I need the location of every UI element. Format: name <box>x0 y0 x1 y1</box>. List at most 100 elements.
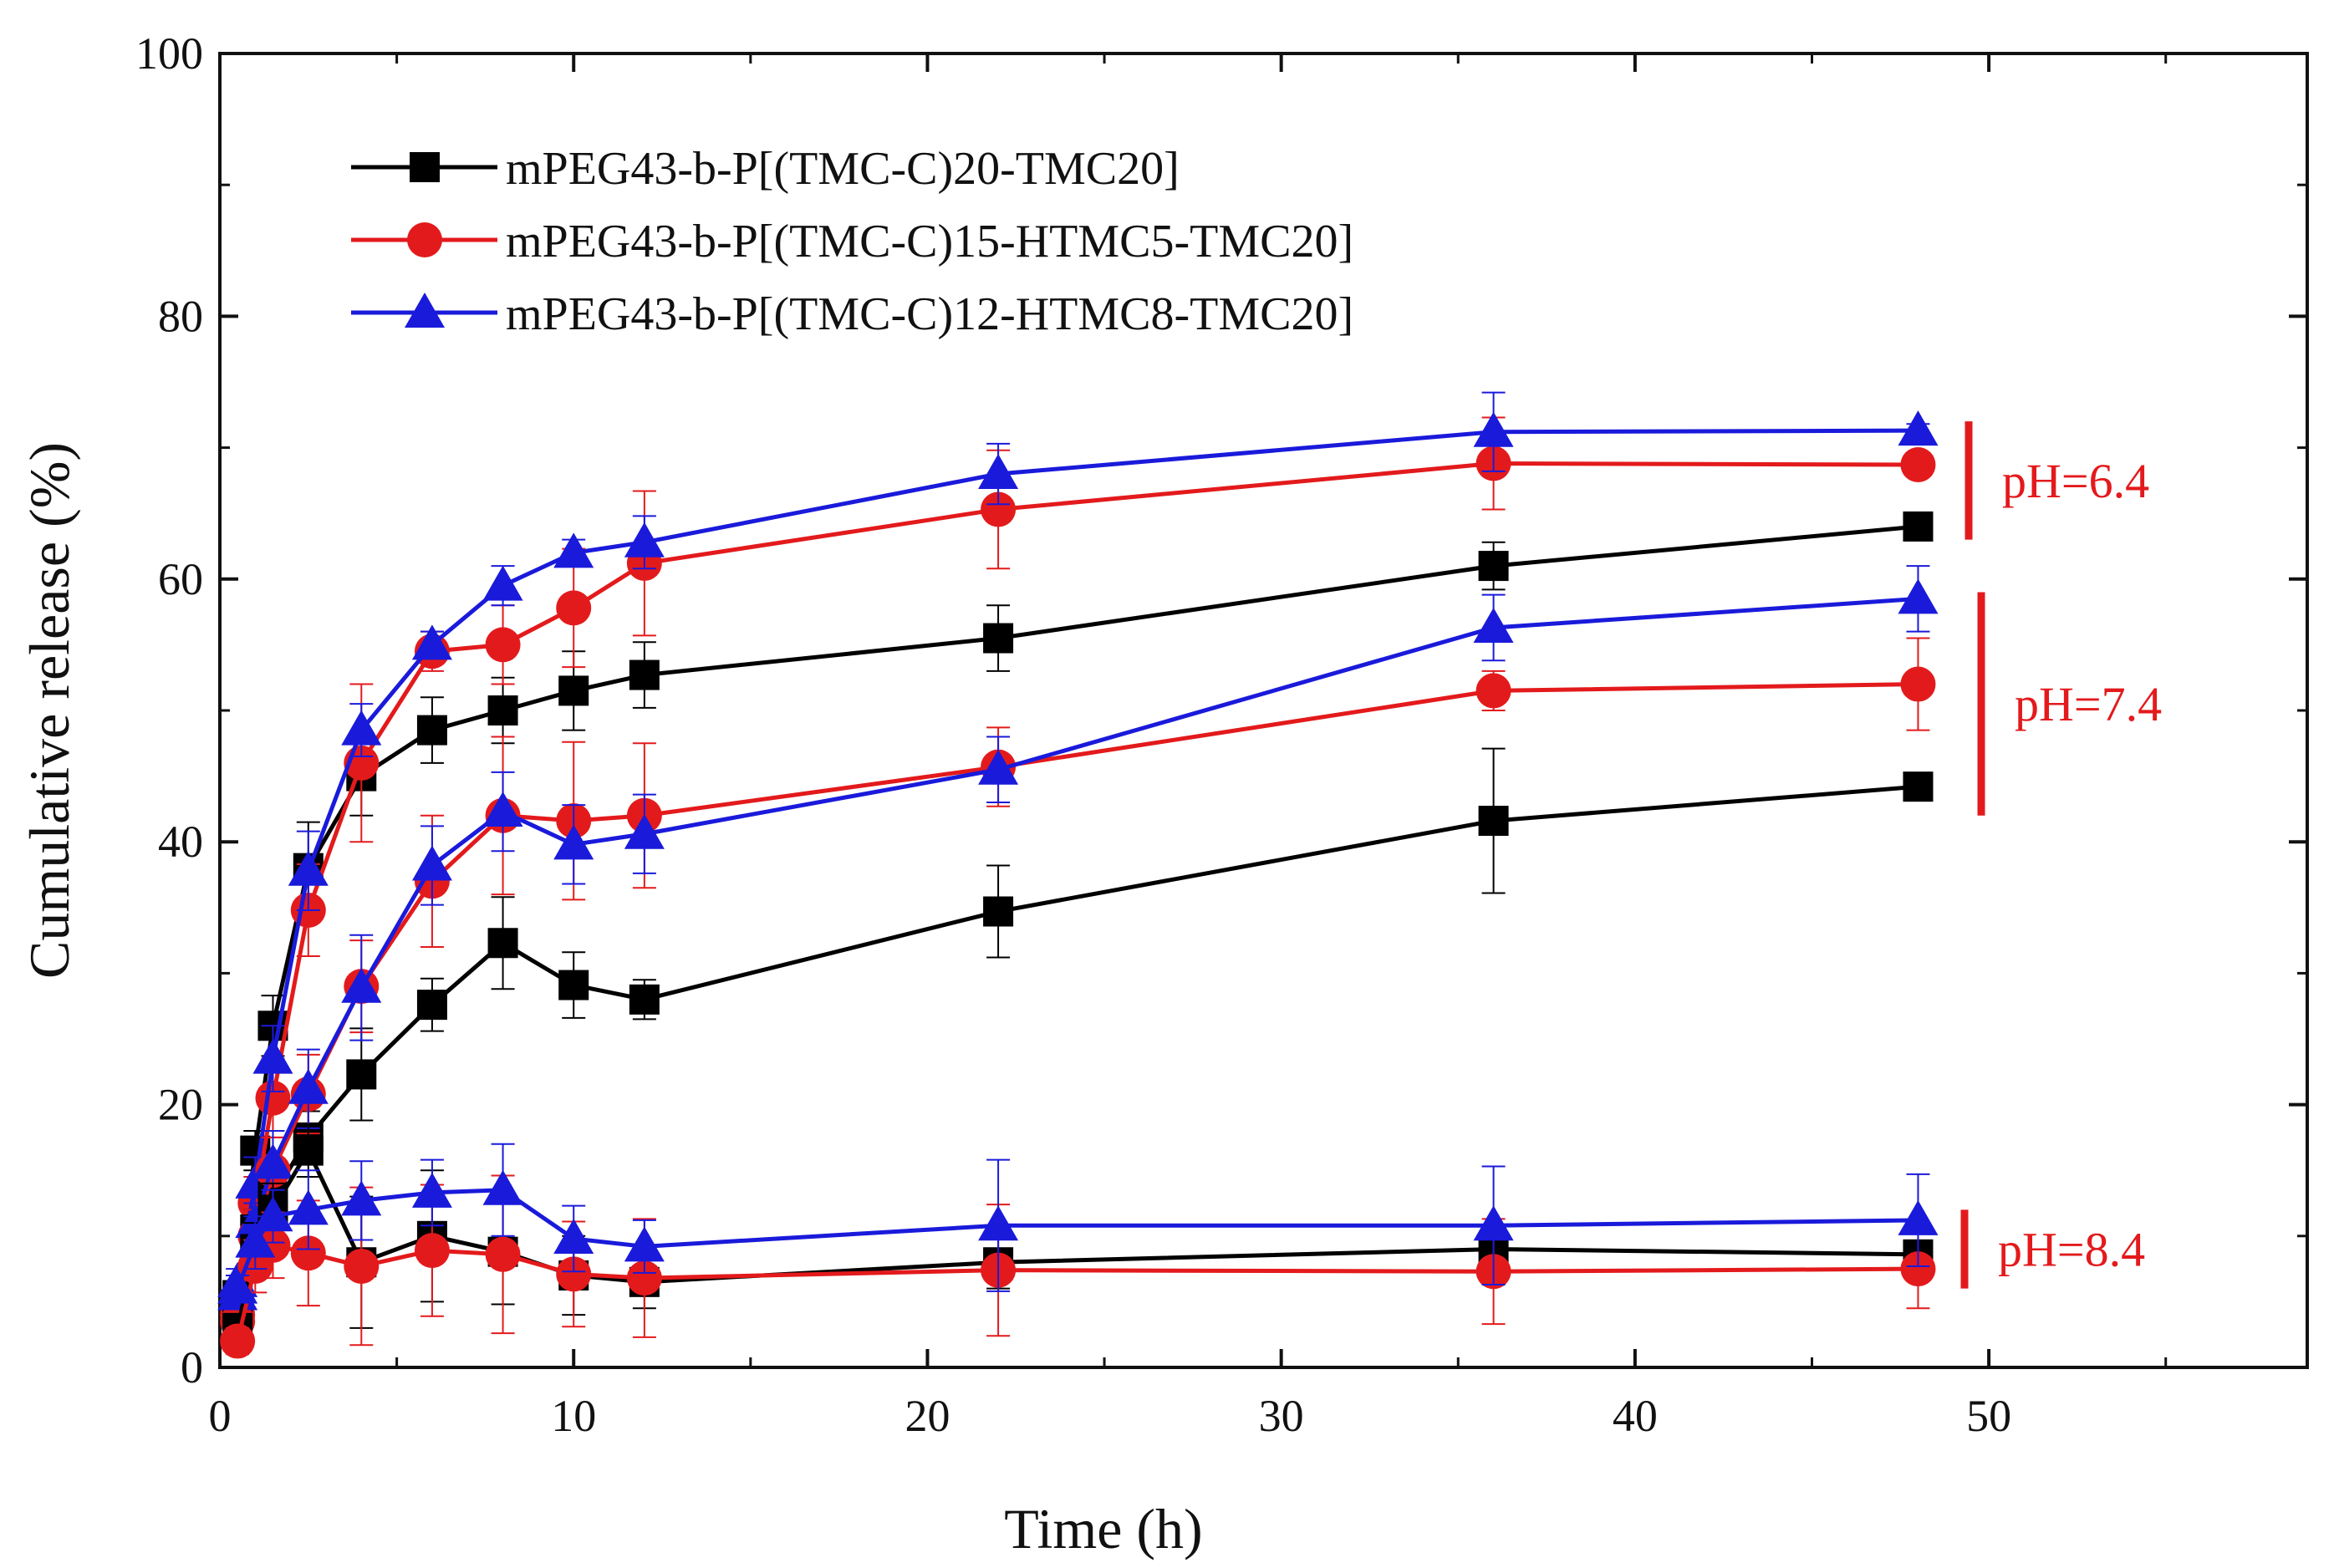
data-point <box>344 1248 380 1284</box>
x-tick-label: 0 <box>209 1391 232 1441</box>
data-point <box>346 1059 377 1090</box>
series-square-pH=6.4 <box>222 511 1934 1316</box>
data-point <box>1475 673 1511 709</box>
y-tick-label: 20 <box>158 1080 203 1130</box>
data-point <box>1478 551 1509 582</box>
data-point <box>624 522 665 557</box>
series-circle-pH=7.4 <box>220 637 1936 1339</box>
plot-area <box>217 52 2309 1369</box>
legend-label: mPEG43-b-P[(TMC-C)15-HTMC5-TMC20] <box>506 216 1353 267</box>
data-point <box>626 1260 662 1296</box>
data-point <box>553 824 594 860</box>
data-point <box>553 532 594 568</box>
data-point <box>290 1235 326 1271</box>
data-point <box>1900 447 1936 483</box>
data-point <box>553 1218 594 1254</box>
data-point <box>414 1233 450 1269</box>
data-point <box>624 1226 665 1262</box>
x-tick-label: 30 <box>1259 1391 1304 1441</box>
data-point <box>1900 666 1936 702</box>
legend-entry: mPEG43-b-P[(TMC-C)12-HTMC8-TMC20] <box>351 288 1353 340</box>
legend-label: mPEG43-b-P[(TMC-C)20-TMC20] <box>506 143 1180 195</box>
x-tick-label: 50 <box>1966 1391 2011 1441</box>
data-point <box>1898 410 1939 446</box>
series-circle-pH=8.4 <box>220 1174 1936 1359</box>
ph-label: pH=6.4 <box>2002 454 2149 508</box>
data-point <box>416 990 447 1021</box>
data-point <box>1473 411 1514 447</box>
data-point <box>1898 1199 1939 1235</box>
data-point <box>487 928 518 959</box>
legend-marker <box>407 222 442 257</box>
data-point <box>1478 806 1509 837</box>
data-point <box>485 627 521 663</box>
x-tick-label: 20 <box>905 1391 950 1441</box>
data-point <box>252 1038 293 1074</box>
series-line <box>235 428 1919 1283</box>
data-point <box>220 1323 256 1359</box>
y-tick-label: 0 <box>181 1342 203 1392</box>
legend-entry: mPEG43-b-P[(TMC-C)20-TMC20] <box>351 143 1180 195</box>
data-point <box>341 1180 382 1216</box>
series-line <box>235 461 1919 1316</box>
y-tick-label: 60 <box>158 554 203 604</box>
data-point <box>1900 1251 1936 1287</box>
data-point <box>411 624 452 660</box>
data-point <box>288 1189 329 1225</box>
data-point <box>1903 771 1934 802</box>
data-point <box>485 1236 521 1272</box>
data-point <box>978 749 1019 785</box>
ph-label: pH=8.4 <box>1998 1223 2145 1277</box>
data-point <box>252 1196 293 1232</box>
data-point <box>1473 1205 1514 1241</box>
data-point <box>556 590 592 626</box>
data-point <box>293 1135 324 1166</box>
legend-marker <box>405 293 445 328</box>
ph-annotation: pH=6.4 <box>1965 421 2149 540</box>
series-circle-pH=6.4 <box>220 416 1936 1333</box>
data-point <box>252 1143 293 1179</box>
data-point <box>411 845 452 881</box>
data-point <box>983 623 1014 654</box>
data-point <box>556 1256 592 1292</box>
series-line <box>235 784 1919 1316</box>
series-triangle-pH=8.4 <box>217 1143 1939 1304</box>
data-point <box>558 970 589 1000</box>
x-tick-label: 10 <box>551 1391 596 1441</box>
data-point <box>341 710 382 746</box>
series-layer <box>217 391 1939 1359</box>
data-point <box>558 675 589 706</box>
data-point <box>629 984 660 1015</box>
x-tick-labels: 0 10 20 30 40 50 <box>209 1391 2012 1441</box>
series-square-pH=8.4 <box>222 1123 1934 1343</box>
data-point <box>482 1169 523 1205</box>
data-point <box>629 659 660 690</box>
data-point <box>983 896 1014 927</box>
data-point <box>411 1172 452 1208</box>
data-point <box>217 1268 258 1304</box>
data-point <box>1898 578 1939 614</box>
data-point <box>487 695 518 725</box>
legend: mPEG43-b-P[(TMC-C)20-TMC20] mPEG43-b-P[(T… <box>351 143 1353 340</box>
data-point <box>1473 607 1514 643</box>
data-point <box>416 715 447 746</box>
series-triangle-pH=6.4 <box>217 391 1939 1297</box>
data-point <box>978 454 1019 490</box>
data-point <box>235 1222 276 1258</box>
data-point <box>1903 511 1934 542</box>
ph-annotation: pH=8.4 <box>1960 1209 2145 1289</box>
data-point <box>978 1205 1019 1241</box>
x-tick-label: 40 <box>1613 1391 1658 1441</box>
y-tick-label: 40 <box>158 817 203 867</box>
series-triangle-pH=7.4 <box>217 565 1939 1311</box>
legend-marker <box>410 152 440 182</box>
data-point <box>341 967 382 1003</box>
y-tick-label: 100 <box>135 28 203 79</box>
legend-entry: mPEG43-b-P[(TMC-C)15-HTMC5-TMC20] <box>351 216 1353 267</box>
data-point <box>981 491 1017 527</box>
y-axis-title: Cumulative release (%) <box>18 442 81 979</box>
data-point <box>482 565 523 601</box>
x-axis-title: Time (h) <box>1004 1497 1202 1560</box>
ph-label: pH=7.4 <box>2015 677 2162 731</box>
